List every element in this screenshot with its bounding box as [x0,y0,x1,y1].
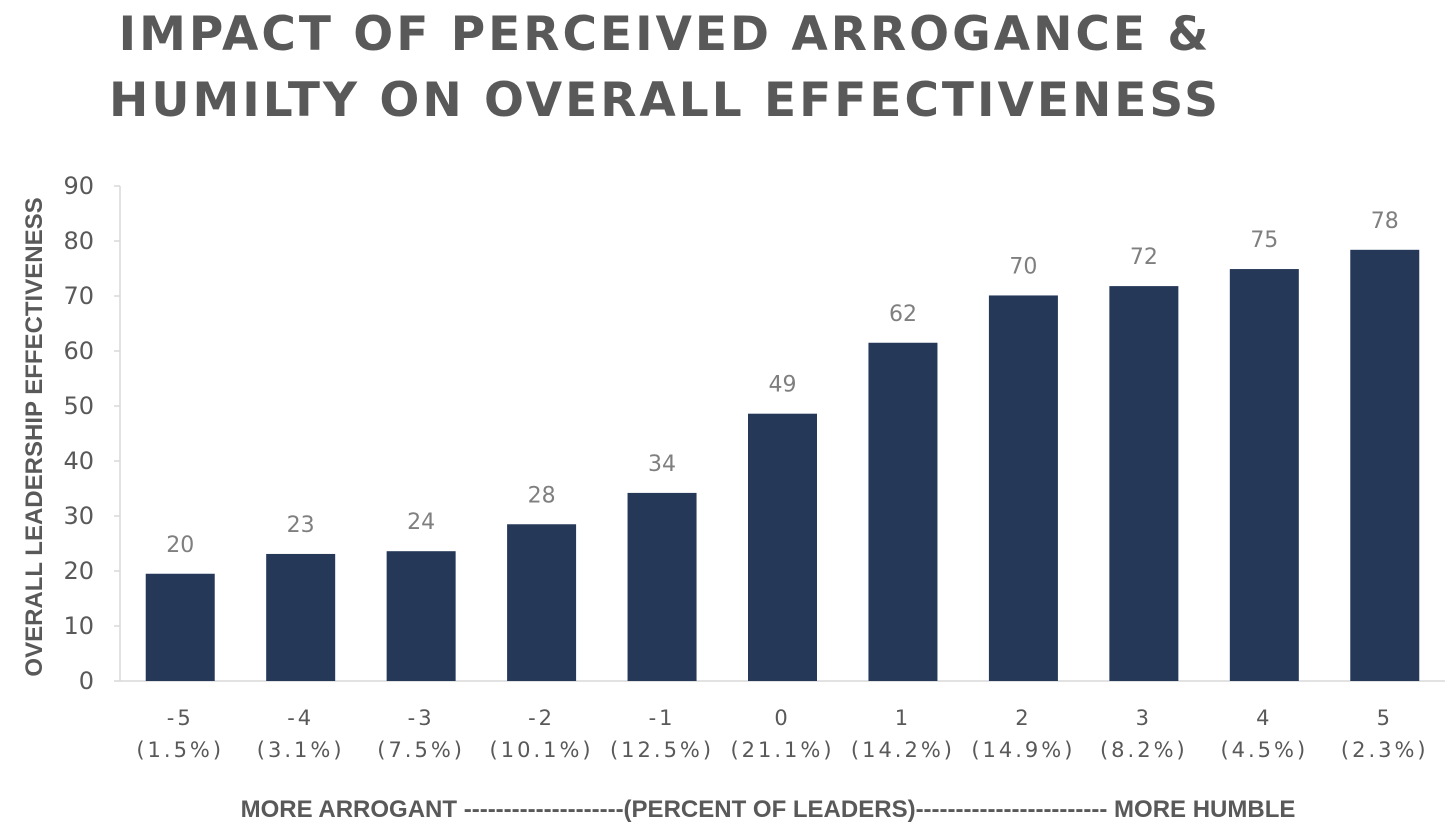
x-tick-sublabel: (7.5%) [377,738,465,762]
bar [1229,269,1299,681]
data-label: 78 [1371,209,1399,234]
y-tick-label: 70 [63,282,94,310]
data-label: 34 [648,452,676,477]
x-tick-sublabel: (1.5%) [136,738,224,762]
bar [988,295,1058,681]
bar [507,524,577,681]
x-tick-label: 3 [1136,706,1152,730]
x-tick-sublabel: (12.5%) [610,738,714,762]
x-tick-label: 5 [1377,706,1393,730]
x-tick-label: 2 [1015,706,1031,730]
bar [266,553,336,681]
x-tick-label: 4 [1256,706,1272,730]
bar [748,413,817,681]
x-tick-sublabel: (10.1%) [490,738,594,762]
y-tick-label: 80 [63,227,94,255]
data-label: 75 [1250,228,1278,253]
bar [145,573,215,681]
y-tick-label: 40 [63,447,94,475]
x-tick-label: 0 [774,706,790,730]
data-label: 62 [889,302,917,327]
x-tick-sublabel: (4.5%) [1220,738,1308,762]
bar [627,492,697,681]
y-tick-label: 30 [63,502,94,530]
x-tick-label: -5 [167,706,194,730]
y-tick-label: 60 [63,337,94,365]
data-label: 72 [1130,245,1158,270]
data-label: 24 [407,510,435,535]
x-tick-label: -2 [528,706,555,730]
data-label: 70 [1009,254,1037,279]
x-tick-label: -3 [408,706,435,730]
x-tick-sublabel: (21.1%) [730,738,834,762]
x-tick-label: -1 [649,706,676,730]
x-tick-label: 1 [895,706,911,730]
data-label: 20 [166,533,194,558]
bar [386,551,456,681]
y-tick-label: 90 [63,172,94,200]
bar [1109,286,1179,681]
x-tick-sublabel: (8.2%) [1100,738,1188,762]
y-tick-label: 20 [63,557,94,585]
bar [1350,249,1420,682]
x-axis-title: MORE ARROGANT --------------------(PERCE… [241,796,1296,823]
y-tick-label: 10 [63,612,94,640]
bar [868,342,938,681]
chart-title-line-1: IMPACT OF PERCEIVED ARROGANCE & [118,7,1212,62]
data-label: 23 [287,513,315,538]
x-tick-sublabel: (14.2%) [851,738,955,762]
x-tick-sublabel: (3.1%) [257,738,345,762]
y-tick-label: 0 [79,667,94,695]
x-tick-sublabel: (2.3%) [1341,738,1429,762]
data-label: 28 [528,483,556,508]
x-tick-sublabel: (14.9%) [971,738,1075,762]
y-axis-title: OVERALL LEADERSHIP EFFECTIVENESS [21,197,48,676]
x-tick-label: -4 [287,706,314,730]
chart-title-line-2: HUMILTY ON OVERALL EFFECTIVENESS [108,73,1221,128]
chart-title: IMPACT OF PERCEIVED ARROGANCE & HUMILTY … [100,2,1230,134]
data-label: 49 [769,373,797,398]
y-tick-label: 50 [63,392,94,420]
